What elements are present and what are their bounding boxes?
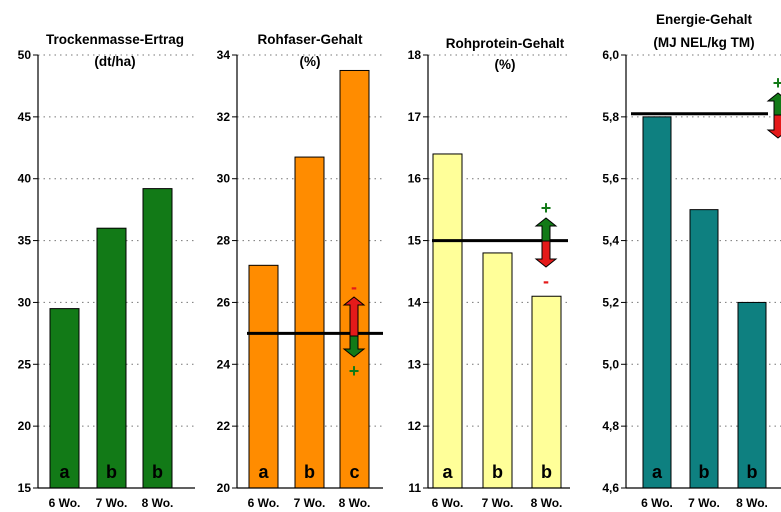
y-tick-label: 12 [408, 419, 422, 433]
y-tick-label: 35 [18, 234, 32, 248]
y-tick-label: 20 [18, 419, 32, 433]
y-tick-label: 40 [18, 172, 32, 186]
y-tick-label: 6,0 [602, 48, 619, 62]
bar-1 [49, 308, 80, 489]
x-tick-label: 8 Wo. [142, 496, 174, 510]
bar-2 [482, 252, 513, 489]
y-tick-label: 5,4 [602, 234, 619, 248]
indicator-sign-top: + [541, 198, 552, 218]
y-tick-label: 4,6 [602, 481, 619, 495]
significance-label: a [442, 462, 453, 482]
significance-label: b [152, 462, 163, 482]
y-tick-label: 34 [217, 48, 231, 62]
y-tick-label: 16 [408, 172, 422, 186]
indicator-arrow-down [342, 335, 366, 358]
y-tick-label: 14 [408, 295, 422, 309]
indicator-arrow-down [766, 114, 781, 139]
indicator-arrow-down [534, 240, 558, 268]
x-tick-label: 8 Wo. [339, 496, 371, 510]
bar-2 [96, 227, 127, 489]
y-tick-label: 5,6 [602, 172, 619, 186]
x-tick-label: 7 Wo. [688, 496, 720, 510]
y-tick-label: 25 [18, 357, 32, 371]
significance-label: b [699, 462, 710, 482]
y-tick-label: 24 [217, 357, 231, 371]
y-tick-label: 5,8 [602, 110, 619, 124]
bar-2 [294, 156, 325, 489]
x-tick-label: 6 Wo. [248, 496, 280, 510]
y-tick-label: 28 [217, 234, 231, 248]
bar-1 [248, 264, 279, 489]
bar-3 [531, 295, 562, 489]
chart-panel-4: Energie-Gehalt (MJ NEL/kg TM) 4,6 4,8 5,0 5,2… [602, 12, 781, 510]
bar-2 [689, 209, 719, 489]
chart-title-unit: (%) [300, 54, 321, 69]
y-tick-label: 13 [408, 357, 422, 371]
x-tick-label: 6 Wo. [641, 496, 673, 510]
bar-1 [642, 116, 672, 489]
significance-label: b [747, 462, 758, 482]
y-tick-label: 22 [217, 419, 231, 433]
indicator-sign-bottom: + [349, 361, 360, 381]
x-tick-label: 7 Wo. [96, 496, 128, 510]
indicator-sign-top: + [773, 73, 781, 93]
significance-label: a [652, 462, 663, 482]
chart-title-unit: (%) [495, 57, 516, 72]
y-tick-label: 15 [18, 481, 32, 495]
indicator-sign-bottom: - [543, 271, 549, 291]
chart-panel-1: Trockenmasse-Ertrag (dt/ha) 15 20 25 30 35 40 45… [18, 32, 195, 510]
y-tick-label: 30 [18, 295, 32, 309]
y-tick-label: 20 [217, 481, 231, 495]
x-tick-label: 8 Wo. [531, 496, 563, 510]
indicator-arrow-up [766, 92, 781, 116]
chart-panel-2: Rohfaser-Gehalt (%) 20 22 24 26 28 30 32 34 a 6 Wo.… [217, 32, 383, 510]
chart-title-main: Rohfaser-Gehalt [257, 32, 363, 47]
bar-3 [737, 301, 767, 489]
y-tick-label: 50 [18, 48, 32, 62]
significance-label: b [106, 462, 117, 482]
x-tick-label: 7 Wo. [482, 496, 514, 510]
y-tick-label: 26 [217, 295, 231, 309]
chart-title-main: Rohprotein-Gehalt [446, 36, 565, 51]
significance-label: c [349, 462, 359, 482]
x-tick-label: 8 Wo. [736, 496, 768, 510]
significance-label: a [258, 462, 269, 482]
y-tick-label: 5,2 [602, 295, 619, 309]
y-tick-label: 15 [408, 234, 422, 248]
y-tick-label: 5,0 [602, 357, 619, 371]
x-tick-label: 7 Wo. [294, 496, 326, 510]
significance-label: b [492, 462, 503, 482]
bar-1 [432, 153, 463, 489]
bar-3 [142, 188, 173, 489]
x-tick-label: 6 Wo. [49, 496, 81, 510]
chart-title-unit: (dt/ha) [94, 54, 135, 69]
chart-title-main: Trockenmasse-Ertrag [46, 32, 184, 47]
indicator-arrow-up [534, 217, 558, 242]
y-tick-label: 18 [408, 48, 422, 62]
y-tick-label: 45 [18, 110, 32, 124]
y-tick-label: 32 [217, 110, 231, 124]
chart-title-main: Energie-Gehalt [656, 12, 753, 27]
x-tick-label: 6 Wo. [432, 496, 464, 510]
chart-title-unit: (MJ NEL/kg TM) [653, 35, 754, 50]
significance-label: b [304, 462, 315, 482]
y-tick-label: 4,8 [602, 419, 619, 433]
significance-label: a [59, 462, 70, 482]
significance-label: b [541, 462, 552, 482]
y-tick-label: 17 [408, 110, 422, 124]
y-tick-label: 30 [217, 172, 231, 186]
y-tick-label: 11 [408, 481, 421, 495]
indicator-sign-top: - [351, 277, 357, 297]
chart-panel-3: Rohprotein-Gehalt (%) 11 12 13 14 15 16 17 18 a 6 W… [408, 36, 570, 510]
